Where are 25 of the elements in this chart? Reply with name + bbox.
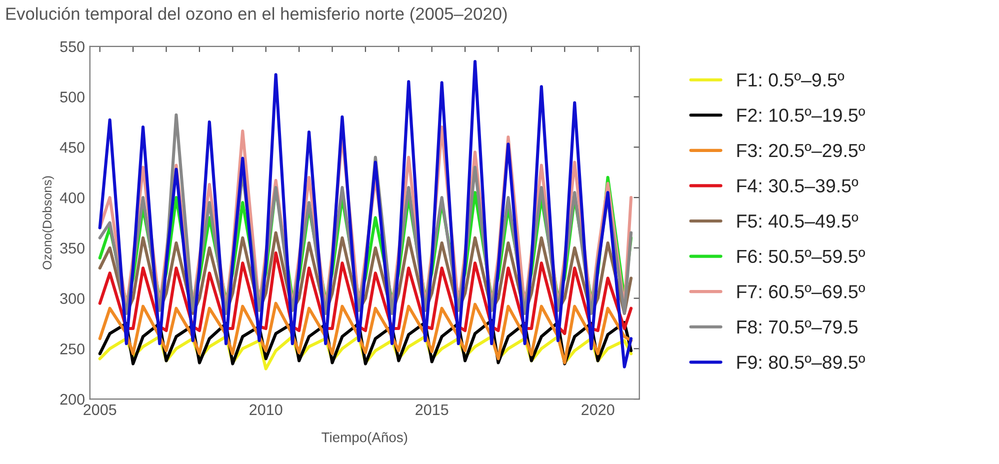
- y-tick-label: 300: [60, 293, 84, 304]
- legend-label: F1: 0.5º–9.5º: [737, 73, 844, 87]
- legend-label: F9: 80.5º–89.5º: [737, 356, 865, 369]
- x-tick-label: 2010: [250, 404, 282, 416]
- legend-label: F8: 70.5º–79.5: [737, 320, 858, 334]
- legend-label: F5: 40.5–49.5º: [737, 214, 858, 228]
- x-tick-label: 2005: [84, 404, 116, 416]
- legend-label: F7: 60.5º–69.5º: [737, 285, 865, 298]
- legend-label: F4: 30.5–39.5º: [737, 179, 858, 192]
- y-tick-label: 550: [60, 41, 84, 52]
- y-tick-label: 350: [60, 242, 84, 254]
- line-series: [98, 60, 633, 368]
- y-tick-label: 400: [60, 192, 84, 204]
- legend-label: F6: 50.5º–59.5º: [737, 250, 865, 264]
- x-tick-label: 2020: [582, 404, 614, 416]
- chart-title: Evolución temporal del ozono en el hemisferio norte (2005–2020): [6, 6, 507, 24]
- x-tick-label: 2015: [416, 404, 448, 416]
- legend-label: F3: 20.5º–29.5º: [737, 144, 865, 158]
- y-tick-label: 450: [60, 142, 84, 153]
- y-tick-label: 200: [60, 394, 84, 405]
- y-tick-label: 500: [60, 92, 84, 102]
- x-axis-title: Tiempo(Años): [322, 432, 408, 445]
- y-tick-label: 250: [60, 344, 84, 354]
- legend-label: F2: 10.5º–19.5º: [737, 108, 865, 122]
- y-axis-title: Ozono(Dobsons): [42, 176, 54, 270]
